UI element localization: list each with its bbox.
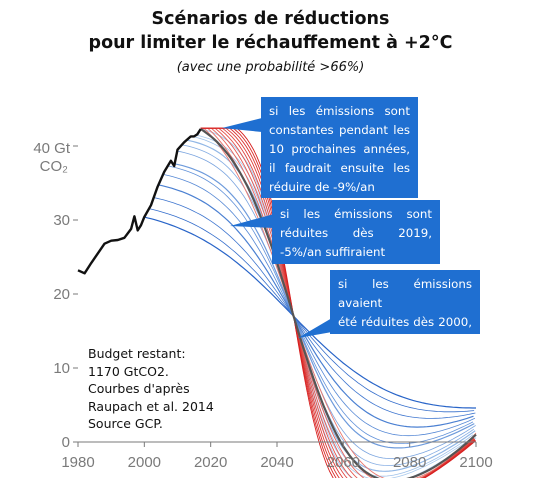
x-tick-label: 2100 xyxy=(459,454,492,471)
callout-1-pointer xyxy=(222,118,262,132)
y-tick-label-top: 40 Gt xyxy=(33,140,71,157)
y-tick-unit: CO₂ xyxy=(40,158,69,175)
budget-line-1: Budget restant: xyxy=(88,346,186,361)
callout-2-line-3: -5%/an suffiraient xyxy=(280,245,386,259)
callout-2-line-2: réduites dès 2019, xyxy=(280,226,432,240)
scenario-line-red xyxy=(200,127,477,478)
x-tick-label: 1980 xyxy=(61,454,94,471)
x-tick-label: 2020 xyxy=(194,454,227,471)
x-tick-label: 2000 xyxy=(128,454,161,471)
scenario-line-highlight xyxy=(200,128,477,478)
tick-labels: 40 Gt CO₂ 1980 2000 2020 2040 2060 2080 2100 0 1… xyxy=(33,140,492,471)
budget-line-4: Raupach et al. 2014 xyxy=(88,398,214,414)
scenario-line-blue xyxy=(177,150,476,459)
scenario-line-blue xyxy=(195,134,475,478)
scenario-line-blue xyxy=(172,162,475,449)
y-tick-label: 10 xyxy=(53,360,70,377)
scenario-line-blue xyxy=(186,139,476,472)
scenario-line-red xyxy=(200,127,476,478)
x-tick-label: 2060 xyxy=(327,454,360,471)
callout-2000-reduction: si les émissions avaient été réduites dè… xyxy=(330,270,480,348)
y-tick-label: 0 xyxy=(62,434,70,451)
budget-line-5: Source GCP. xyxy=(88,416,163,431)
chart-title-line-2: pour limiter le réchauffement à +2°C xyxy=(88,33,453,53)
callout-3-line-3: -2%/an aurait suffit xyxy=(338,334,452,348)
scenario-line-blue xyxy=(148,208,475,413)
callout-2019-reduction: si les émissions sont réduites dès 2019,… xyxy=(272,200,440,264)
historical-layer xyxy=(77,128,202,275)
budget-note: Budget restant: 1170 GtCO2. Courbes d'ap… xyxy=(88,345,214,433)
chart-subtitle: (avec une probabilité >66%) xyxy=(176,60,365,75)
budget-line-2: 1170 GtCO2. xyxy=(88,363,169,379)
scenario-line-blue xyxy=(167,165,474,444)
scenario-lines xyxy=(144,127,477,478)
scenario-line-blue xyxy=(153,197,476,419)
callout-2-pointer xyxy=(230,214,274,228)
budget-line-3: Courbes d'après xyxy=(88,381,190,396)
callout-3-pointer xyxy=(298,318,332,338)
scenario-line-blue xyxy=(158,184,474,428)
axes xyxy=(73,145,477,447)
callout-3-line-2: été réduites dès 2000, xyxy=(338,315,472,329)
callout-1-line-4: il faudrait ensuite les xyxy=(269,161,410,175)
y-tick-label: 30 xyxy=(53,212,70,229)
x-tick-label: 2080 xyxy=(393,454,426,471)
callout-pointers xyxy=(222,118,332,338)
callout-2-line-1: si les émissions sont xyxy=(280,207,432,221)
callout-1-line-3: 10 prochaines années, xyxy=(269,142,410,156)
chart-title-line-1: Scénarios de réductions xyxy=(151,9,390,29)
x-tick-label: 2040 xyxy=(260,454,293,471)
callout-3-line-1: si les émissions avaient xyxy=(338,277,472,310)
historical-emissions-line xyxy=(77,128,202,275)
callout-1-line-2: constantes pendant les xyxy=(269,123,410,137)
callout-constant-emissions: si les émissions sont constantes pendant… xyxy=(261,97,418,198)
scenario-line-blue xyxy=(191,136,474,477)
y-tick-label: 20 xyxy=(53,286,70,303)
scenario-line-blue xyxy=(163,174,476,437)
callout-1-line-5: réduire de -9%/an xyxy=(269,180,375,194)
callout-1-line-1: si les émissions sont xyxy=(269,104,410,118)
